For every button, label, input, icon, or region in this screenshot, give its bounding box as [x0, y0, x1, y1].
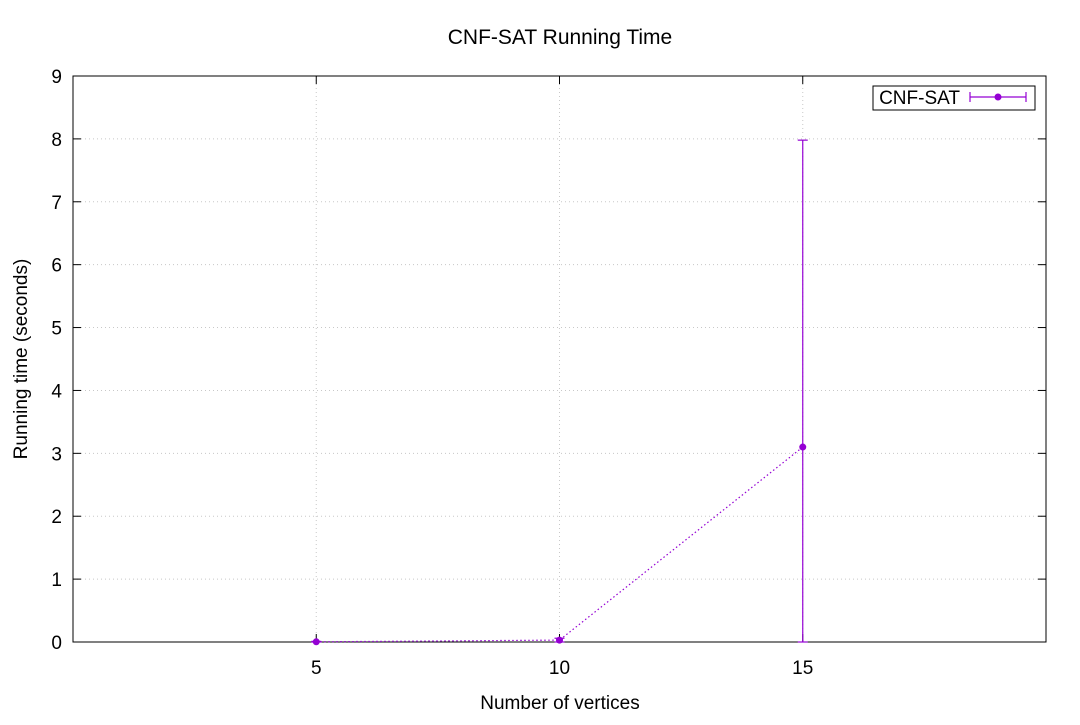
x-tick-label: 10 — [549, 658, 570, 679]
y-tick-label: 8 — [51, 130, 62, 151]
y-tick-label: 2 — [51, 507, 62, 528]
legend-sample — [969, 92, 1027, 102]
y-tick-label: 9 — [51, 67, 62, 88]
axis-ticks: 0 1 2 3 4 5 6 7 8 9 5 10 15 — [51, 67, 1046, 679]
y-tick-label: 3 — [51, 444, 62, 465]
y-tick-label: 4 — [51, 381, 62, 402]
series-line — [316, 446, 804, 643]
data-point — [556, 636, 563, 644]
legend-label: CNF-SAT — [879, 88, 960, 109]
y-tick-label: 0 — [51, 633, 62, 654]
legend: CNF-SAT — [872, 85, 1036, 111]
x-axis-title: Number of vertices — [480, 693, 639, 714]
data-point — [312, 638, 320, 646]
y-tick-label: 5 — [51, 319, 62, 340]
series-layer — [311, 139, 808, 646]
legend-sample-marker — [994, 93, 1002, 101]
x-tick-label: 15 — [792, 658, 813, 679]
y-tick-label: 1 — [51, 570, 62, 591]
y-tick-label: 7 — [51, 193, 62, 214]
x-tick-label: 5 — [311, 658, 322, 679]
y-tick-label: 6 — [51, 256, 62, 277]
chart-title: CNF-SAT Running Time — [448, 26, 672, 49]
y-axis-title: Running time (seconds) — [11, 259, 32, 460]
legend-box — [872, 85, 1036, 111]
data-point — [799, 443, 807, 451]
grid — [73, 76, 1046, 642]
